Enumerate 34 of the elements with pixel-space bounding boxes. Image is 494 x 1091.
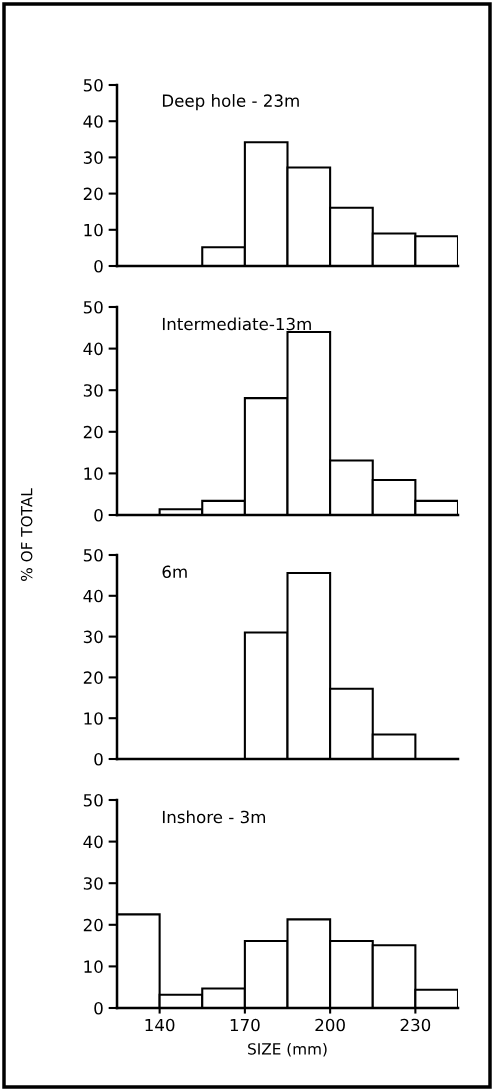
x-tick-label: 140 — [145, 1018, 175, 1032]
x-tick-label: 200 — [315, 1018, 345, 1032]
y-tick-label: 40 — [83, 835, 103, 849]
y-tick-label: 0 — [94, 1001, 103, 1015]
x-axis-title: SIZE (mm) — [248, 1042, 327, 1057]
y-tick-label: 50 — [83, 548, 103, 562]
y-tick-label: 50 — [83, 78, 103, 92]
y-tick-label: 10 — [84, 712, 103, 725]
y-tick-label: 20 — [83, 425, 103, 439]
y-tick-label: 0 — [94, 752, 103, 766]
y-tick-label: 20 — [83, 671, 103, 684]
text: Inshore - 3m — [162, 810, 266, 824]
y-tick-label: 0 — [94, 508, 103, 522]
y-tick-label: 50 — [83, 793, 103, 807]
x-tick-label: 230 — [400, 1018, 431, 1032]
y-tick-label: 0 — [94, 259, 103, 273]
text: Intermediate-13m — [162, 317, 311, 331]
y-axis-title: % OF TOTAL — [20, 488, 33, 581]
y-tick-label: 40 — [83, 342, 103, 356]
y-tick-label: 30 — [83, 877, 103, 890]
y-tick-label: 40 — [83, 589, 103, 603]
y-tick-label: 20 — [83, 918, 103, 932]
y-tick-label: 40 — [83, 115, 103, 128]
y-tick-label: 30 — [83, 151, 103, 164]
y-tick-label: 10 — [84, 223, 103, 237]
y-tick-label: 20 — [83, 187, 103, 201]
y-tick-label: 30 — [83, 630, 103, 644]
text: 6m — [162, 565, 187, 579]
y-tick-label: 10 — [84, 960, 103, 973]
y-tick-label: 30 — [83, 384, 103, 397]
y-tick-label: 50 — [83, 300, 103, 314]
text: Deep hole - 23m — [162, 94, 299, 111]
y-tick-label: 10 — [84, 467, 103, 480]
x-tick-label: 170 — [230, 1018, 260, 1032]
